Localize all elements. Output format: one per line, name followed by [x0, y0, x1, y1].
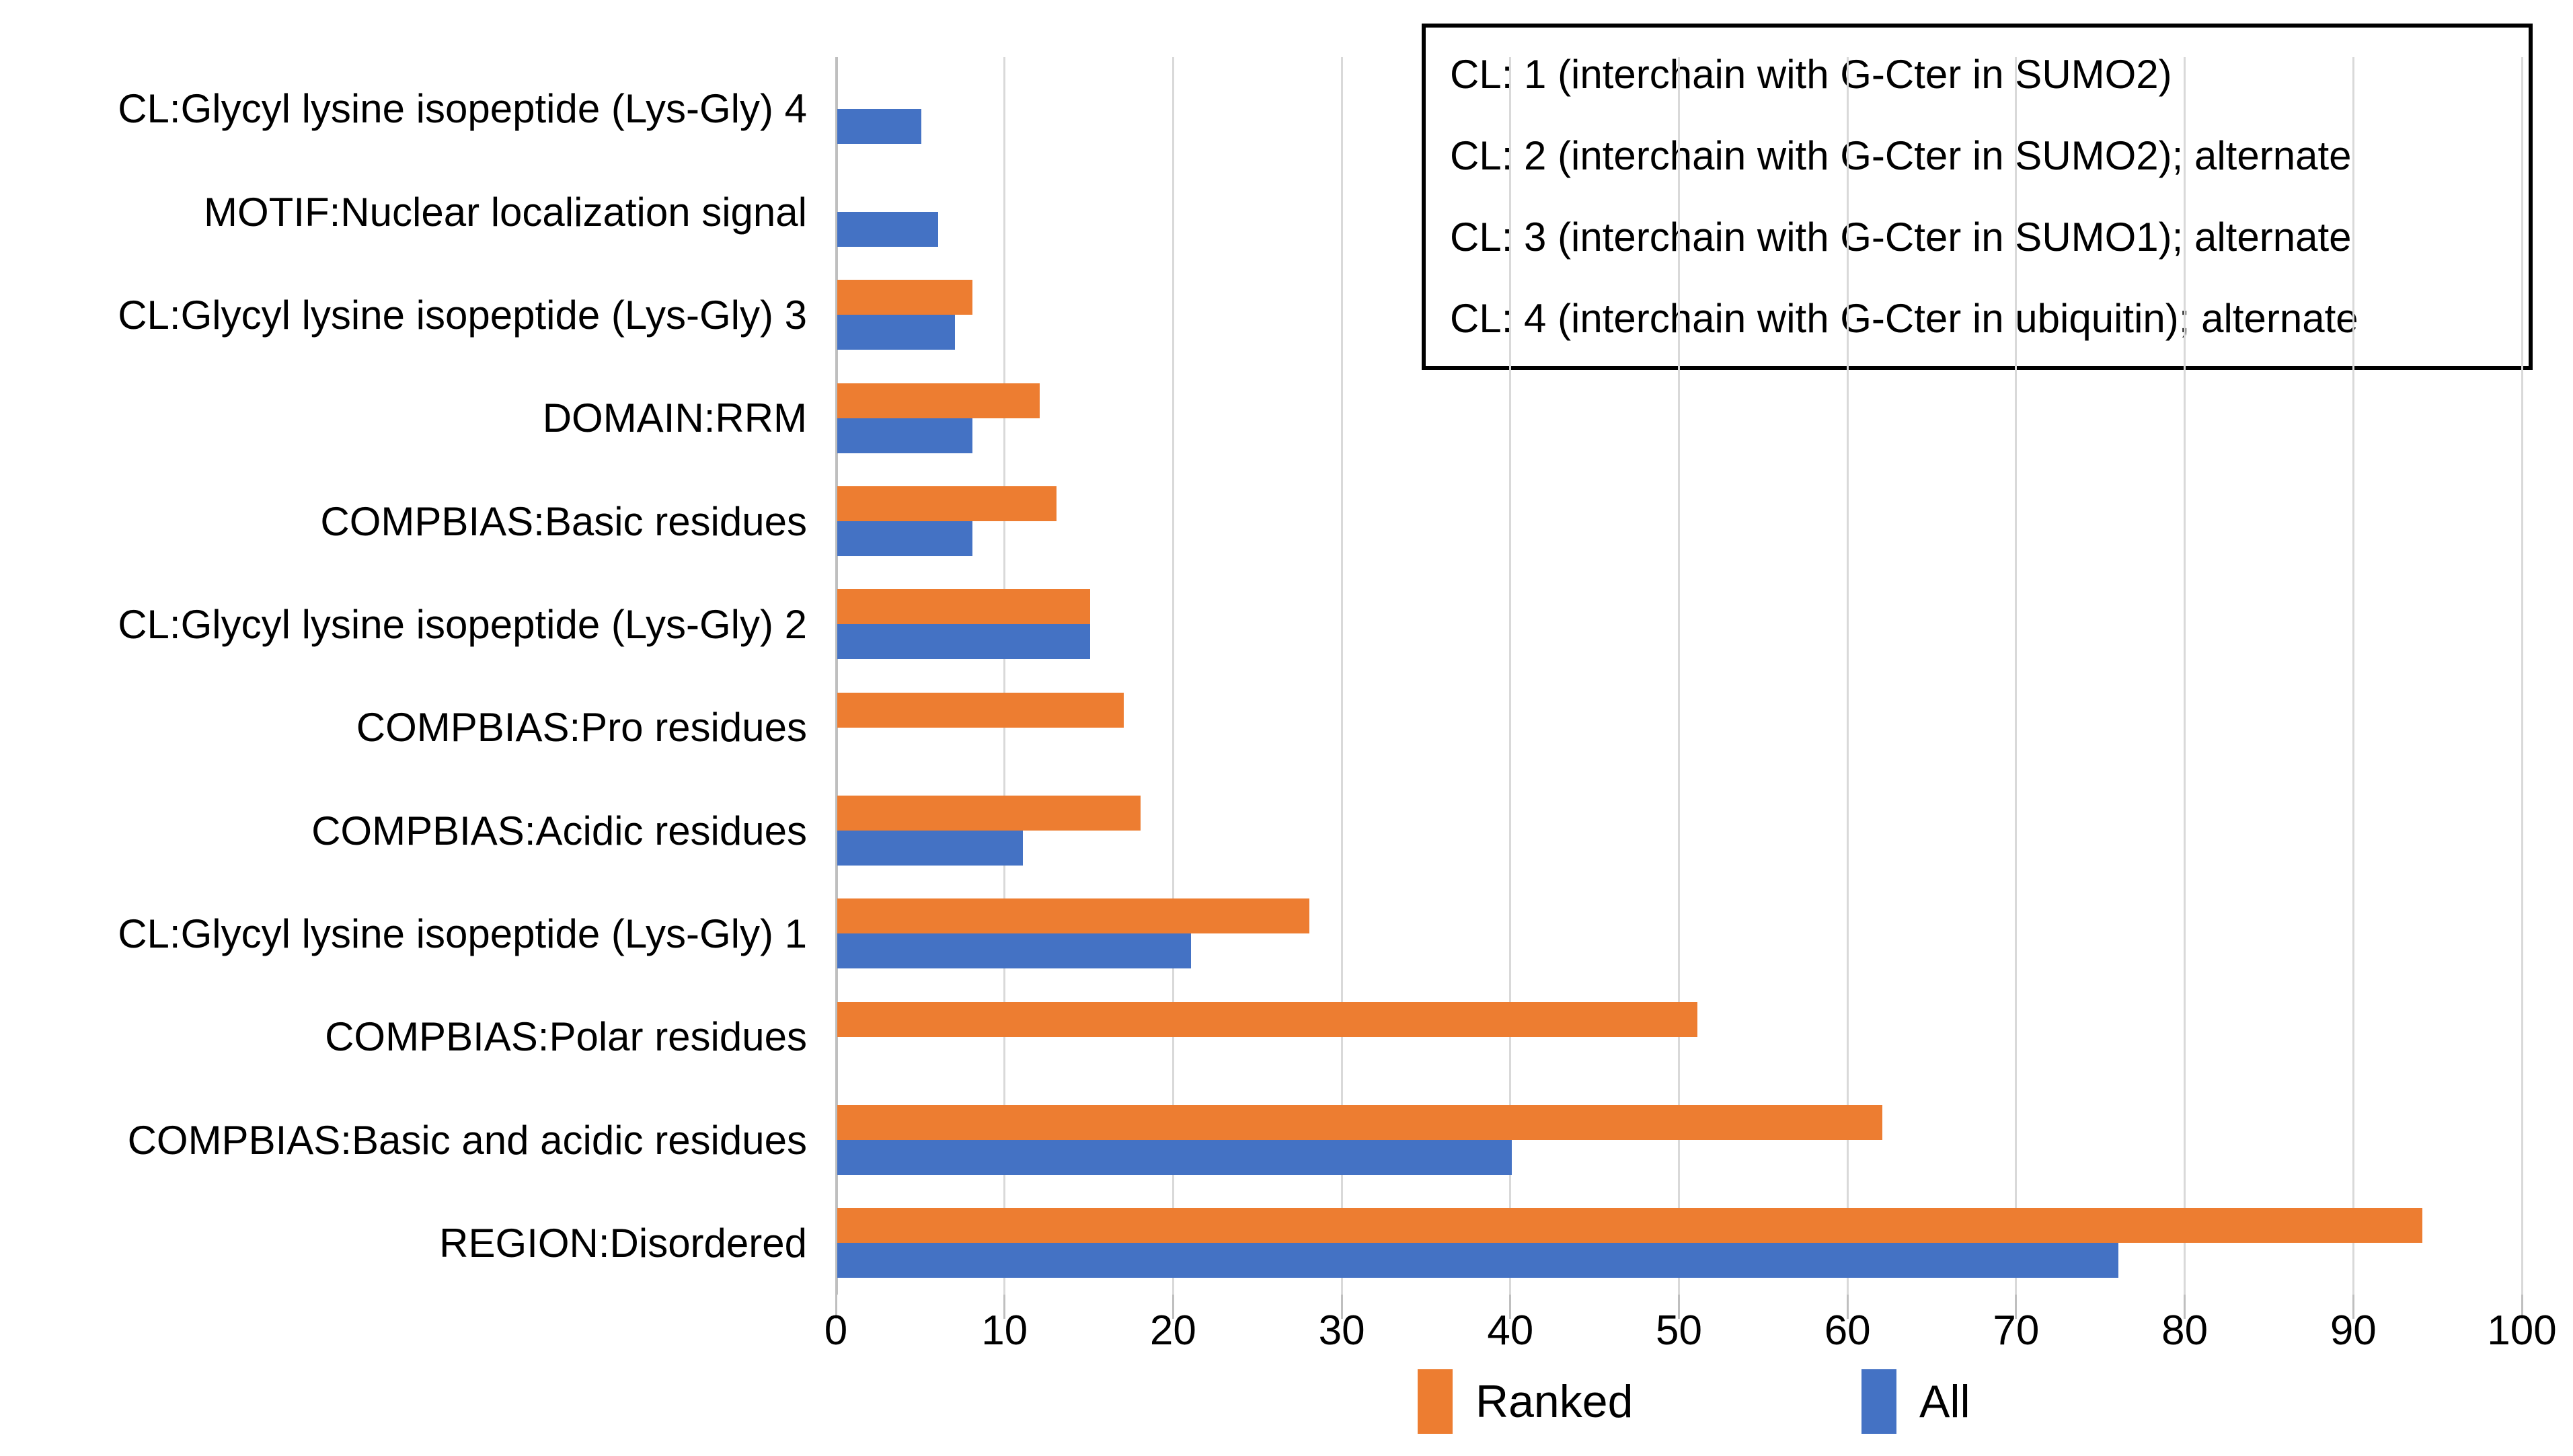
bar-all-3 — [837, 418, 972, 453]
tick-label: 0 — [824, 1307, 848, 1354]
legend-swatch-all — [1861, 1369, 1896, 1434]
bar-all-1 — [837, 212, 939, 247]
category-label: DOMAIN:RRM — [542, 395, 807, 441]
tick-mark — [1846, 1295, 1849, 1319]
tick-mark — [1509, 1295, 1512, 1319]
bar-all-0 — [837, 108, 922, 144]
cl-legend-line: CL: 3 (interchain with G-Cter in SUMO1);… — [1450, 214, 2352, 260]
category-label: CL:Glycyl lysine isopeptide (Lys-Gly) 4 — [118, 86, 807, 132]
category-label: COMPBIAS:Basic residues — [320, 498, 807, 544]
tick-mark — [2184, 1295, 2186, 1319]
legend-swatch-ranked — [1418, 1369, 1453, 1434]
gridline — [2184, 57, 2186, 1295]
tick-label: 80 — [2161, 1307, 2209, 1354]
category-label: REGION:Disordered — [439, 1220, 807, 1266]
tick-label: 90 — [2330, 1307, 2377, 1354]
category-label: CL:Glycyl lysine isopeptide (Lys-Gly) 2 — [118, 601, 807, 647]
bar-ranked-7 — [837, 796, 1141, 831]
tick-label: 40 — [1487, 1307, 1534, 1354]
bar-ranked-10 — [837, 1105, 1883, 1140]
gridline — [1509, 57, 1512, 1295]
tick-label: 20 — [1149, 1307, 1196, 1354]
cl-legend-line: CL: 1 (interchain with G-Cter in SUMO2) — [1450, 52, 2172, 98]
legend-label-ranked: Ranked — [1475, 1376, 1634, 1427]
tick-mark — [1678, 1295, 1680, 1319]
gridline — [1340, 57, 1343, 1295]
gridline — [2015, 57, 2018, 1295]
tick-label: 100 — [2487, 1307, 2557, 1354]
category-label: COMPBIAS:Polar residues — [325, 1014, 807, 1060]
bar-all-5 — [837, 624, 1091, 660]
tick-mark — [2521, 1295, 2523, 1319]
bar-ranked-3 — [837, 383, 1040, 418]
bar-ranked-5 — [837, 589, 1091, 625]
category-label: CL:Glycyl lysine isopeptide (Lys-Gly) 1 — [118, 911, 807, 956]
gridline — [1678, 57, 1680, 1295]
tick-mark — [835, 1295, 837, 1319]
gridline — [2352, 57, 2354, 1295]
tick-mark — [1172, 1295, 1174, 1319]
value-axis-line — [835, 57, 838, 1295]
tick-mark — [1003, 1295, 1006, 1319]
gridline — [1003, 57, 1006, 1295]
bar-all-7 — [837, 831, 1023, 866]
tick-label: 60 — [1824, 1307, 1871, 1354]
tick-label: 70 — [1993, 1307, 2040, 1354]
category-label: CL:Glycyl lysine isopeptide (Lys-Gly) 3 — [118, 292, 807, 338]
cl-legend-box: CL: 1 (interchain with G-Cter in SUMO2) C… — [1422, 24, 2533, 370]
bar-ranked-2 — [837, 280, 972, 315]
bar-ranked-9 — [837, 1001, 1697, 1037]
legend-entry-ranked: Ranked — [1418, 1369, 1633, 1434]
bar-ranked-8 — [837, 898, 1309, 934]
bar-all-11 — [837, 1243, 2119, 1278]
gridline — [2521, 57, 2523, 1295]
tick-mark — [2015, 1295, 2018, 1319]
legend-entry-all: All — [1861, 1369, 1970, 1434]
tick-label: 30 — [1318, 1307, 1365, 1354]
bar-all-10 — [837, 1140, 1512, 1175]
bar-ranked-11 — [837, 1208, 2422, 1243]
tick-mark — [1340, 1295, 1343, 1319]
legend-label-all: All — [1919, 1376, 1970, 1427]
bar-all-8 — [837, 933, 1192, 969]
category-label: COMPBIAS:Pro residues — [356, 705, 807, 751]
bar-ranked-6 — [837, 692, 1124, 728]
cl-legend-line: CL: 2 (interchain with G-Cter in SUMO2);… — [1450, 133, 2352, 179]
tick-label: 50 — [1656, 1307, 1702, 1354]
gridline — [1846, 57, 1849, 1295]
category-label: MOTIF:Nuclear localization signal — [204, 189, 807, 235]
cl-legend-line: CL: 4 (interchain with G-Cter in ubiquit… — [1450, 295, 2358, 341]
bar-all-4 — [837, 521, 972, 556]
category-label: COMPBIAS:Basic and acidic residues — [127, 1117, 807, 1163]
tick-label: 10 — [981, 1307, 1028, 1354]
gridline — [1172, 57, 1174, 1295]
category-label: COMPBIAS:Acidic residues — [311, 808, 807, 853]
tick-mark — [2352, 1295, 2354, 1319]
bar-all-2 — [837, 315, 956, 350]
bar-ranked-4 — [837, 486, 1057, 521]
